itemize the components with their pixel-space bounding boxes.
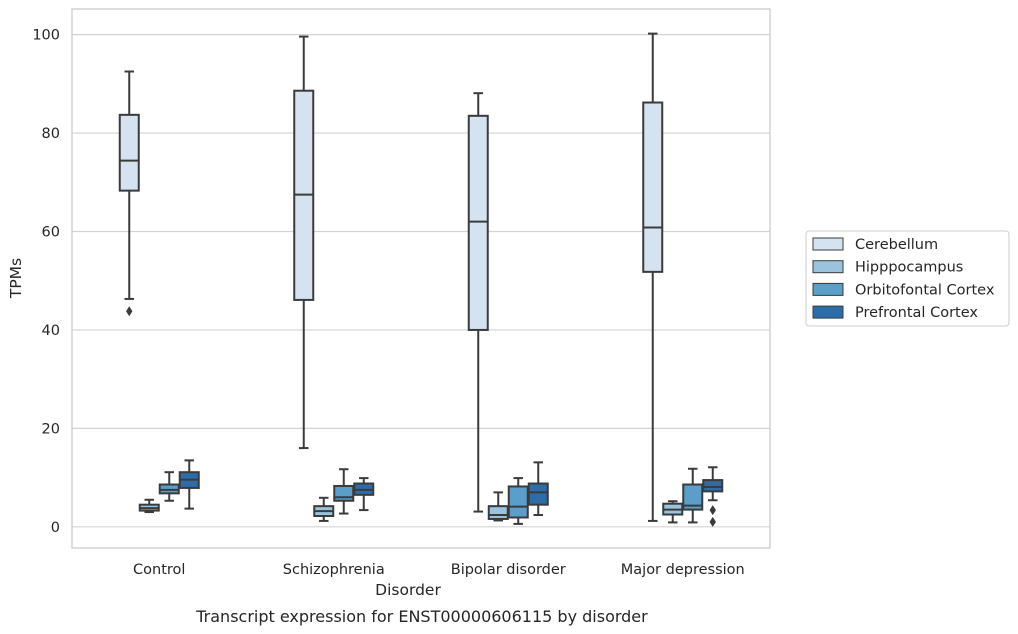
box (467, 114, 489, 331)
legend-label: Prefrontal Cortex (855, 305, 978, 321)
x-axis-label: Disorder (375, 581, 441, 599)
box (527, 482, 549, 506)
legend-label: Hipppocampus (855, 260, 963, 276)
y-tick-label: 80 (42, 126, 60, 142)
box-prefrontal-cortex (527, 461, 549, 517)
box-hipppocampus (662, 500, 684, 524)
legend: Cerebellum Hipppocampus Orbitofontal Corte… (805, 230, 1010, 327)
box-orbitofontal-cortex (682, 467, 704, 524)
grid-lines (72, 33, 770, 528)
box (487, 505, 509, 520)
y-tick-label: 60 (42, 224, 60, 240)
box-cerebellum (293, 35, 315, 450)
y-tick-label: 0 (51, 520, 60, 536)
box-cerebellum (118, 70, 140, 317)
box (702, 479, 724, 493)
box-orbitofontal-cortex (333, 468, 355, 515)
box-prefrontal-cortex (178, 459, 200, 510)
outlier-point (709, 516, 716, 527)
box-orbitofontal-cortex (158, 471, 180, 502)
y-tick-label: 100 (32, 28, 60, 44)
box-hipppocampus (487, 491, 509, 522)
box-plots (118, 32, 724, 527)
y-axis-label: TPMs (7, 258, 25, 299)
box (642, 101, 664, 273)
x-tick-label: Control (133, 562, 185, 578)
x-tick-labels: Control Schizophrenia Bipolar disorder Majo… (133, 562, 745, 578)
y-tick-label: 40 (42, 323, 60, 339)
box (333, 484, 355, 502)
legend-label: Cerebellum (855, 237, 938, 253)
legend-swatch (812, 260, 844, 274)
box (682, 483, 704, 511)
box (118, 113, 140, 192)
box-orbitofontal-cortex (507, 477, 529, 525)
plot-frame (71, 8, 771, 549)
box-cerebellum (642, 32, 664, 522)
y-tick-labels: 0 20 40 60 80 100 (32, 28, 60, 536)
box-hipppocampus (138, 498, 160, 514)
box-cerebellum (467, 92, 489, 513)
legend-label: Orbitofontal Cortex (855, 282, 995, 298)
box-hipppocampus (313, 496, 335, 522)
y-tick-label: 20 (42, 421, 60, 437)
box-prefrontal-cortex (353, 477, 375, 512)
outlier-point (126, 306, 133, 317)
legend-swatch (812, 237, 844, 251)
legend-box (805, 230, 1010, 327)
x-tick-label: Schizophrenia (283, 562, 385, 578)
x-tick-label: Major depression (621, 562, 745, 578)
legend-swatch (812, 282, 844, 296)
x-tick-label: Bipolar disorder (451, 562, 566, 578)
outlier-point (709, 505, 716, 516)
legend-swatch (812, 305, 844, 319)
chart-caption: Transcript expression for ENST0000060611… (195, 607, 648, 626)
box-prefrontal-cortex (702, 466, 724, 527)
box (507, 485, 529, 519)
